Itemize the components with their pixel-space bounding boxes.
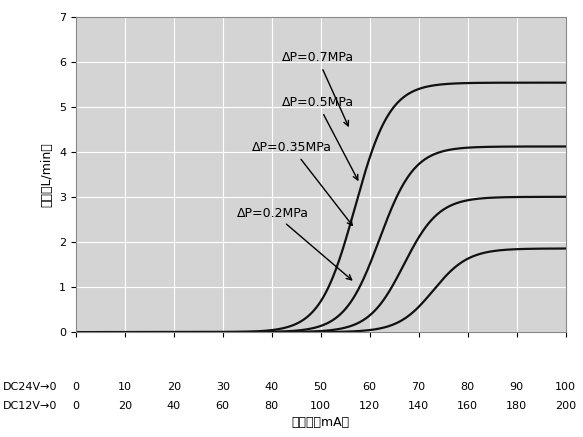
Text: 20: 20 [167, 382, 181, 392]
Text: 20: 20 [118, 401, 132, 410]
Text: 60: 60 [216, 401, 230, 410]
Text: 30: 30 [216, 382, 230, 392]
Text: 40: 40 [167, 401, 181, 410]
Text: 0: 0 [72, 401, 79, 410]
Text: 200: 200 [555, 401, 576, 410]
Text: 60: 60 [363, 382, 377, 392]
Text: 70: 70 [412, 382, 426, 392]
Text: ΔP=0.2MPa: ΔP=0.2MPa [237, 207, 352, 280]
Text: 80: 80 [265, 401, 279, 410]
Text: ΔP=0.7MPa: ΔP=0.7MPa [282, 52, 354, 126]
Text: DC24V→0: DC24V→0 [3, 382, 57, 392]
Text: 160: 160 [457, 401, 478, 410]
Text: DC12V→0: DC12V→0 [3, 401, 57, 410]
Text: 0: 0 [72, 382, 79, 392]
Text: 50: 50 [314, 382, 328, 392]
Text: ΔP=0.35MPa: ΔP=0.35MPa [252, 141, 352, 225]
Text: 80: 80 [461, 382, 475, 392]
Text: 40: 40 [265, 382, 279, 392]
Text: ΔP=0.5MPa: ΔP=0.5MPa [282, 97, 358, 180]
Text: 100: 100 [555, 382, 576, 392]
Text: 10: 10 [118, 382, 132, 392]
Y-axis label: 流量（L/min）: 流量（L/min） [40, 142, 54, 207]
Text: 100: 100 [310, 401, 331, 410]
Text: 120: 120 [359, 401, 380, 410]
Text: 180: 180 [506, 401, 527, 410]
Text: 90: 90 [510, 382, 524, 392]
Text: 140: 140 [408, 401, 429, 410]
Text: 電流値（mA）: 電流値（mA） [292, 416, 350, 429]
